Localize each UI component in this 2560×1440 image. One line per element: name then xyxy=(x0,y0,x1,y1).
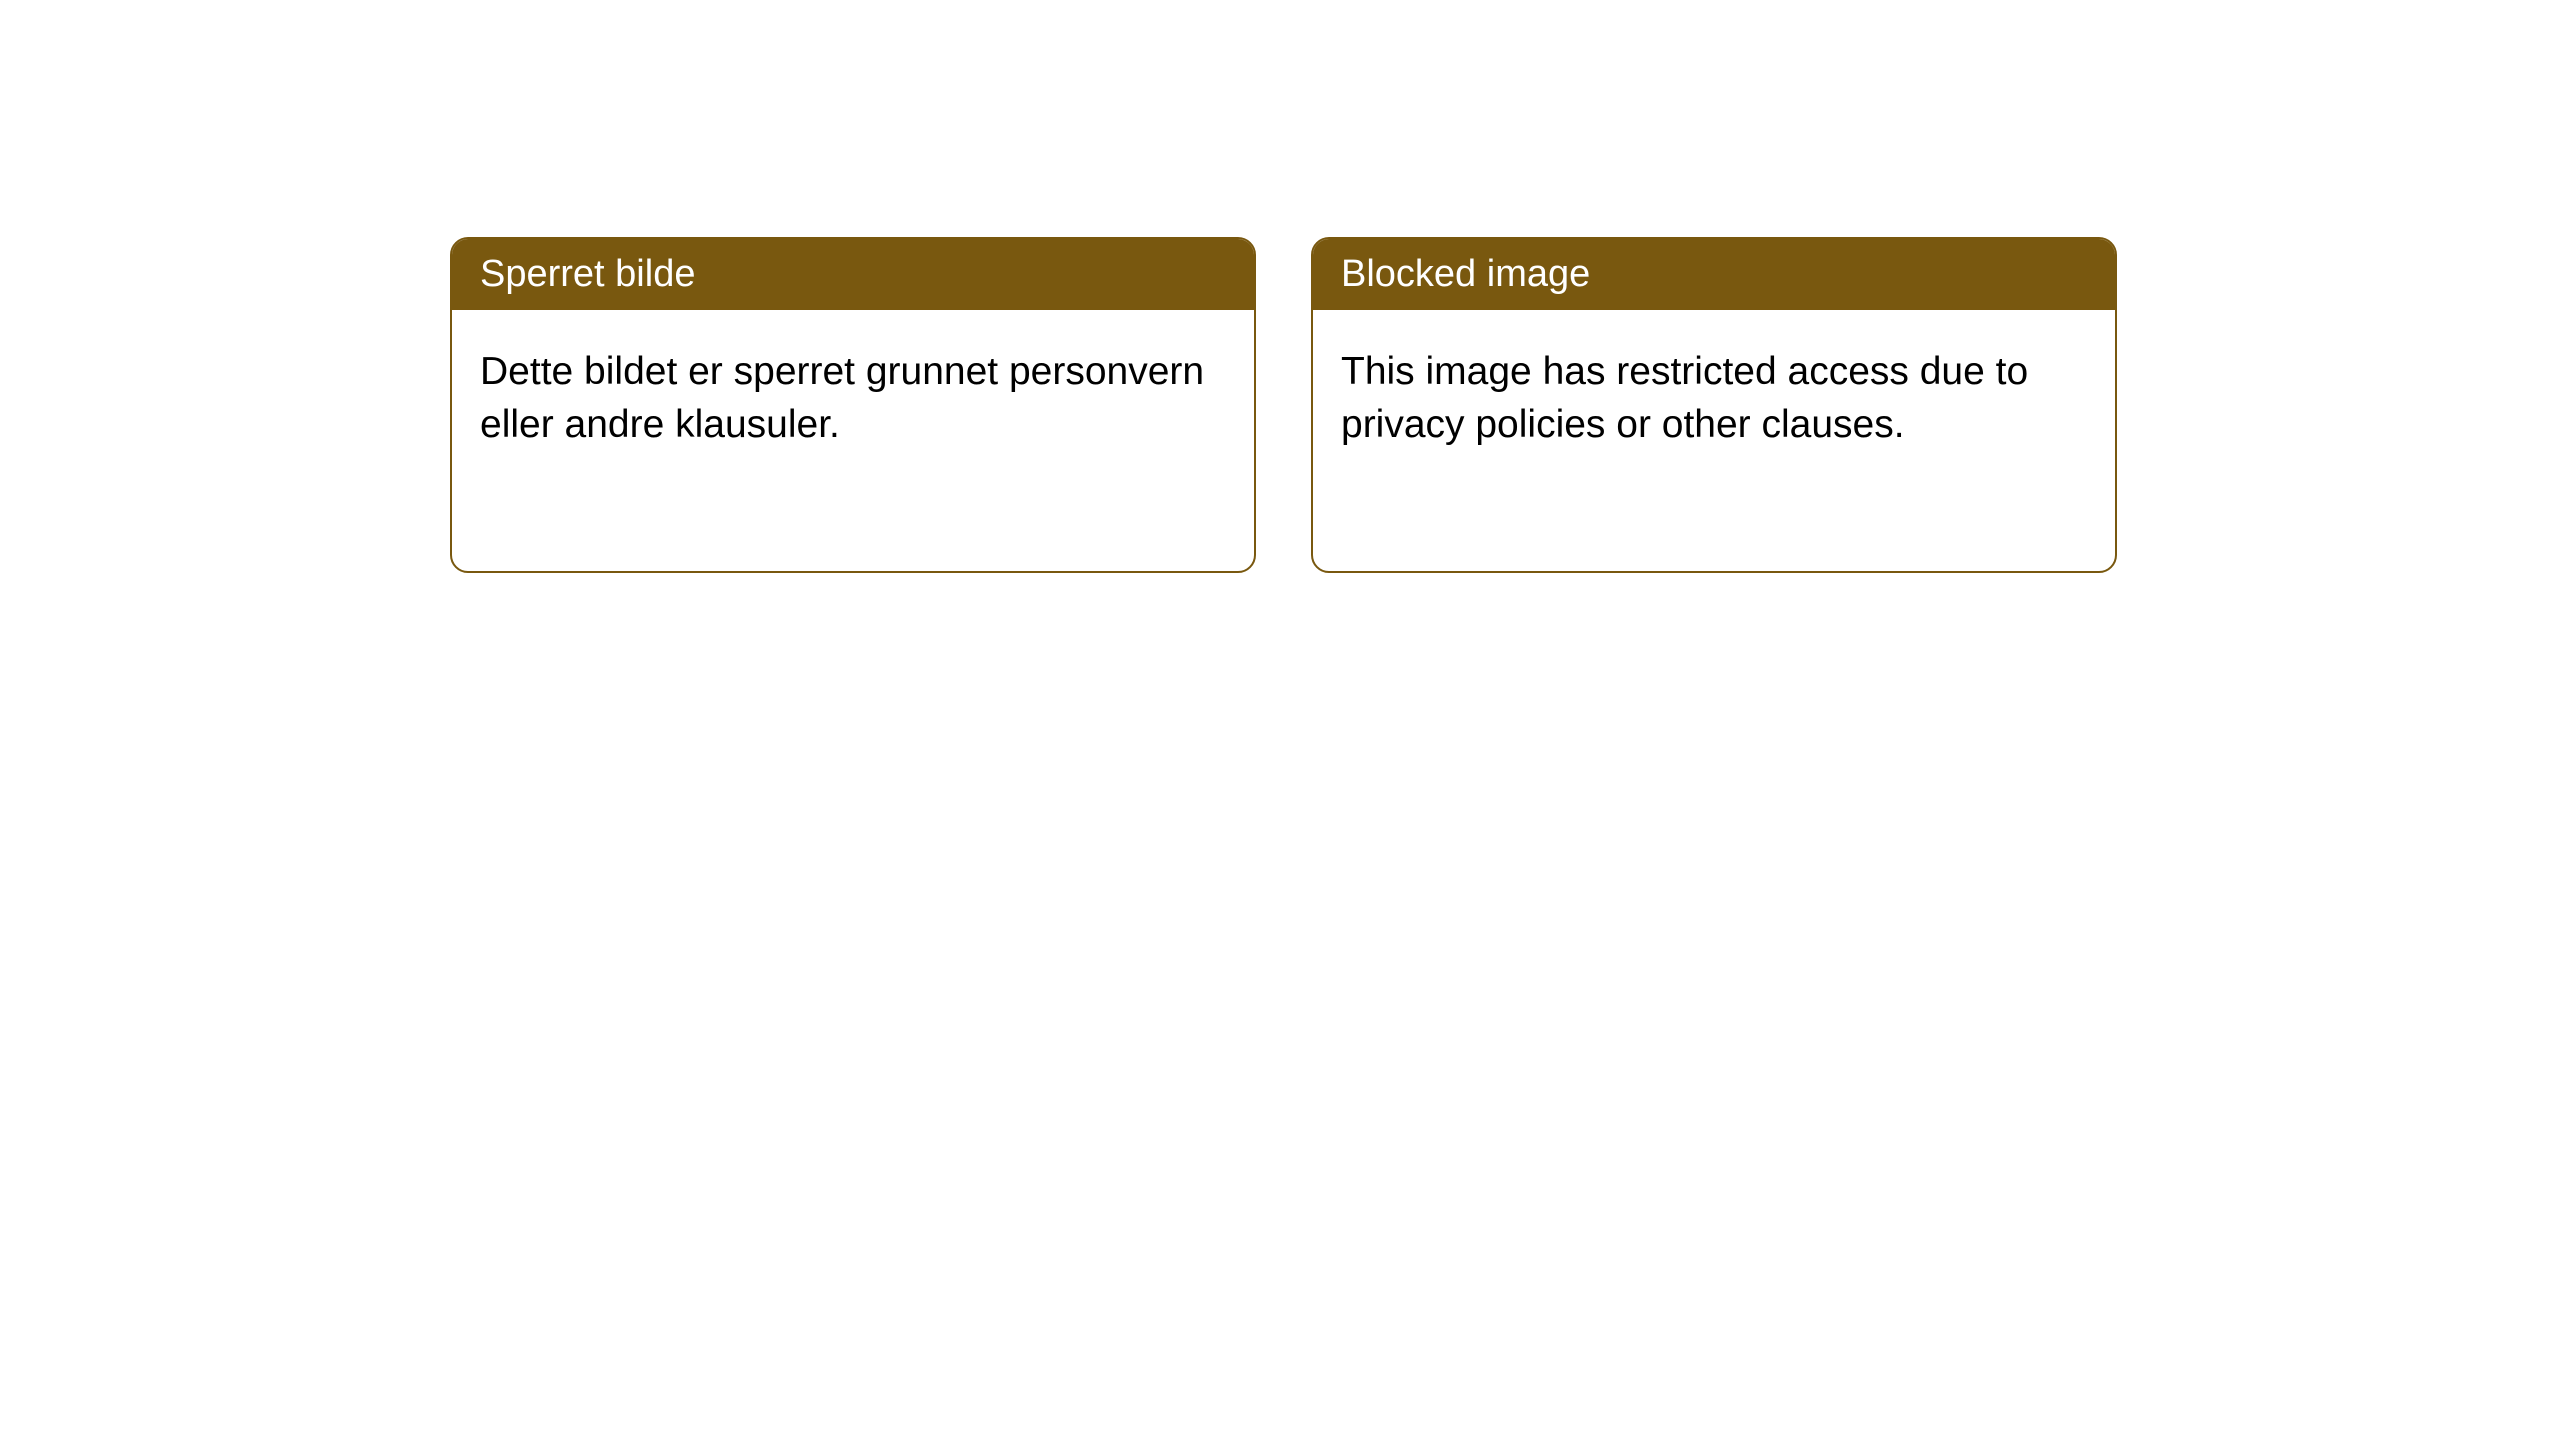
card-title-no: Sperret bilde xyxy=(480,253,695,295)
card-body-en: This image has restricted access due to … xyxy=(1313,310,2115,571)
notice-card-no: Sperret bilde Dette bildet er sperret gr… xyxy=(450,237,1256,573)
card-title-en: Blocked image xyxy=(1341,253,1590,295)
card-message-en: This image has restricted access due to … xyxy=(1341,350,2028,446)
card-header-no: Sperret bilde xyxy=(452,239,1254,310)
notice-cards-container: Sperret bilde Dette bildet er sperret gr… xyxy=(450,237,2117,573)
card-body-no: Dette bildet er sperret grunnet personve… xyxy=(452,310,1254,571)
notice-card-en: Blocked image This image has restricted … xyxy=(1311,237,2117,573)
card-message-no: Dette bildet er sperret grunnet personve… xyxy=(480,350,1204,446)
card-header-en: Blocked image xyxy=(1313,239,2115,310)
